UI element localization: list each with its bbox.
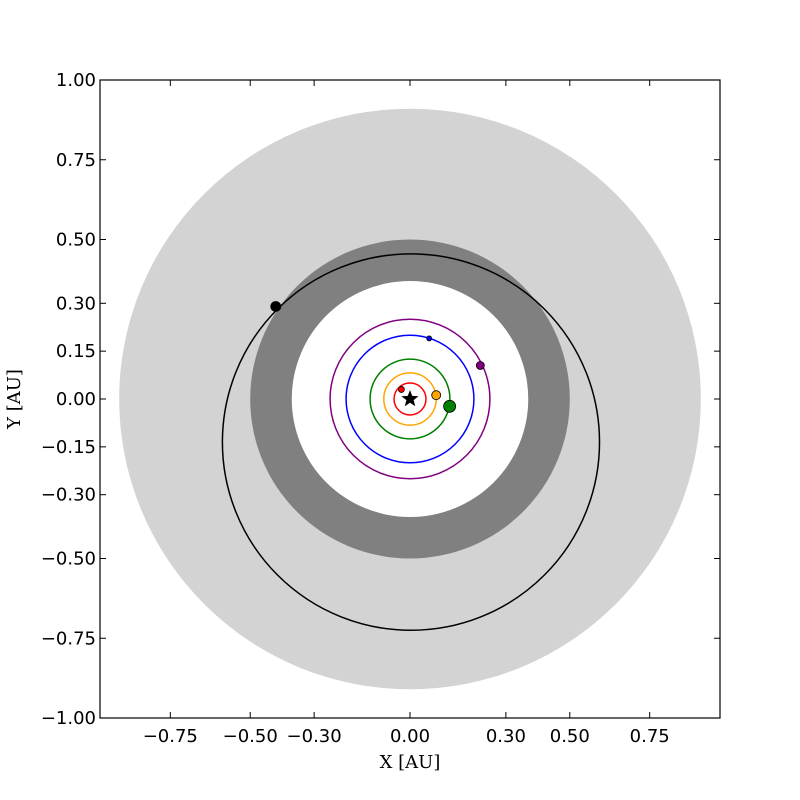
y-tick-label: −0.75 <box>41 628 96 649</box>
x-tick-label: −0.30 <box>287 726 342 747</box>
x-axis-ticks: −0.75 −0.50 −0.30 0.00 0.30 0.50 0.75 <box>143 80 670 747</box>
y-tick-label: 0.30 <box>56 293 96 314</box>
y-tick-label: −0.30 <box>41 485 96 506</box>
planet-markers <box>270 301 485 413</box>
y-axis-ticks: 1.00 0.75 0.50 0.30 0.15 0.00 −0.15 −0.30 −0.50 −… <box>41 70 720 729</box>
planet-0 <box>397 386 405 393</box>
x-tick-label: −0.75 <box>143 726 198 747</box>
orbit-3 <box>345 334 475 464</box>
x-tick-label: 0.00 <box>390 726 430 747</box>
x-tick-label: 0.75 <box>630 726 670 747</box>
y-tick-label: −0.15 <box>41 437 96 458</box>
y-tick-label: 0.50 <box>56 230 96 251</box>
x-tick-label: 0.50 <box>550 726 590 747</box>
y-axis-label: Y [AU] <box>4 369 25 430</box>
y-tick-label: 1.00 <box>56 70 96 91</box>
star-marker <box>401 390 419 407</box>
planet-4 <box>475 361 485 370</box>
planet-5 <box>270 301 282 312</box>
y-tick-label: 0.15 <box>56 341 96 362</box>
y-tick-label: 0.75 <box>56 150 96 171</box>
orbit-5 <box>221 253 601 632</box>
orbit-lines <box>221 253 601 632</box>
y-tick-label: −0.50 <box>41 549 96 570</box>
x-axis-label: X [AU] <box>380 752 441 773</box>
y-tick-label: −1.00 <box>41 708 96 729</box>
star-icon <box>401 390 419 407</box>
orbit-2 <box>369 358 451 440</box>
y-tick-label: 0.00 <box>56 389 96 410</box>
orbit-0 <box>393 382 427 416</box>
x-tick-label: 0.30 <box>486 726 526 747</box>
orbit-4 <box>329 318 491 480</box>
planet-2 <box>443 399 457 413</box>
x-tick-label: −0.50 <box>223 726 278 747</box>
planet-3 <box>426 335 433 342</box>
planet-1 <box>431 390 442 401</box>
